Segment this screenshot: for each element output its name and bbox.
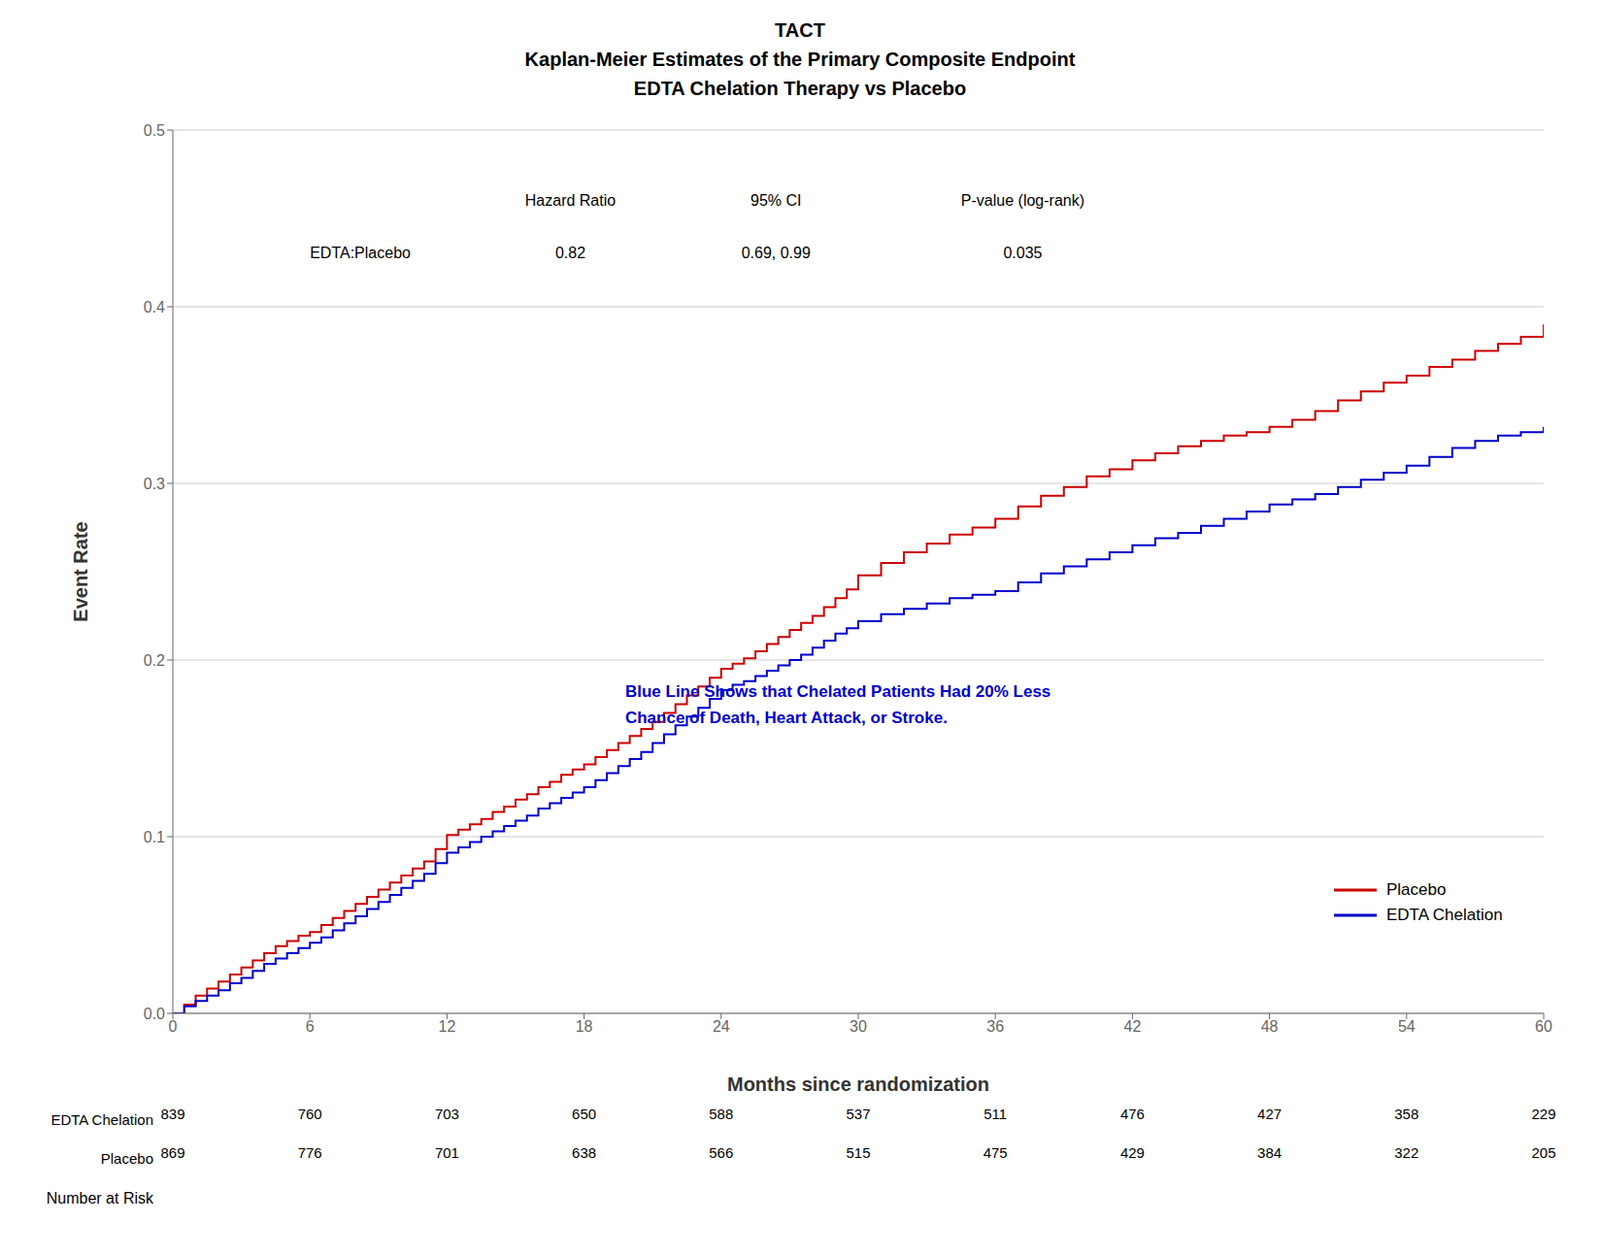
svg-text:36: 36 — [986, 1018, 1004, 1035]
svg-text:0.2: 0.2 — [143, 652, 166, 669]
svg-text:54: 54 — [1398, 1018, 1416, 1035]
svg-text:869: 869 — [160, 1144, 185, 1162]
svg-text:588: 588 — [708, 1105, 734, 1123]
svg-text:Months since randomization: Months since randomization — [727, 1073, 990, 1096]
svg-text:511: 511 — [983, 1105, 1007, 1123]
svg-text:701: 701 — [434, 1144, 460, 1162]
svg-text:0.0: 0.0 — [143, 1005, 166, 1023]
svg-text:6: 6 — [305, 1018, 315, 1035]
svg-text:48: 48 — [1261, 1018, 1279, 1035]
svg-text:Number at Risk: Number at Risk — [46, 1190, 155, 1207]
svg-text:476: 476 — [1120, 1105, 1145, 1123]
html-text:EDTA Chelation Therapy vs Plac: EDTA Chelation Therapy vs Placebo — [633, 77, 967, 100]
svg-text:18: 18 — [575, 1018, 594, 1035]
svg-text:205: 205 — [1531, 1144, 1556, 1162]
svg-text:839: 839 — [160, 1105, 185, 1123]
svg-text:566: 566 — [708, 1144, 734, 1162]
svg-text:0.5: 0.5 — [143, 122, 166, 139]
svg-text:0: 0 — [168, 1018, 178, 1035]
svg-text:24: 24 — [712, 1018, 731, 1035]
svg-text:Placebo: Placebo — [100, 1150, 154, 1167]
svg-text:60: 60 — [1534, 1018, 1553, 1035]
svg-text:515: 515 — [845, 1144, 870, 1162]
html-text:0.82: 0.82 — [555, 244, 586, 262]
svg-text:475: 475 — [983, 1144, 1008, 1162]
svg-text:229: 229 — [1531, 1105, 1556, 1123]
svg-text:322: 322 — [1394, 1144, 1419, 1162]
html-text:Kaplan-Meier Estimates of the: Kaplan-Meier Estimates of the Primary Co… — [524, 48, 1076, 70]
svg-text:384: 384 — [1257, 1144, 1282, 1162]
html-text:0.035: 0.035 — [1003, 244, 1043, 262]
svg-text:30: 30 — [849, 1018, 867, 1035]
html-text:Chance of Death, Heart Attack,: Chance of Death, Heart Attack, or Stroke… — [625, 708, 948, 727]
html-text:Blue Line Shows that Chelated: Blue Line Shows that Chelated Patients H… — [625, 681, 1051, 701]
svg-text:0.3: 0.3 — [143, 475, 166, 493]
svg-text:Event Rate: Event Rate — [69, 521, 92, 622]
html-text:Placebo: Placebo — [1386, 880, 1447, 900]
svg-text:358: 358 — [1394, 1105, 1419, 1123]
svg-text:427: 427 — [1257, 1105, 1282, 1123]
html-text:0.69, 0.99: 0.69, 0.99 — [741, 244, 811, 262]
html-text:TACT: TACT — [774, 19, 826, 41]
svg-text:0.1: 0.1 — [143, 829, 166, 846]
svg-text:EDTA Chelation: EDTA Chelation — [50, 1111, 154, 1129]
svg-text:776: 776 — [298, 1144, 323, 1162]
html-text:EDTA Chelation: EDTA Chelation — [1386, 905, 1503, 925]
svg-text:760: 760 — [298, 1105, 323, 1123]
html-text:95% CI: 95% CI — [750, 191, 802, 209]
svg-text:429: 429 — [1120, 1144, 1145, 1162]
svg-text:12: 12 — [438, 1018, 457, 1035]
html-text:Hazard Ratio: Hazard Ratio — [525, 191, 616, 209]
svg-text:0.4: 0.4 — [143, 299, 166, 316]
svg-text:42: 42 — [1124, 1018, 1142, 1035]
html-text:EDTA:Placebo: EDTA:Placebo — [309, 244, 411, 262]
svg-text:703: 703 — [434, 1105, 460, 1123]
svg-text:650: 650 — [571, 1105, 597, 1123]
svg-text:638: 638 — [571, 1144, 597, 1162]
html-text:P-value (log-rank): P-value (log-rank) — [961, 191, 1085, 209]
svg-text:537: 537 — [845, 1105, 870, 1123]
